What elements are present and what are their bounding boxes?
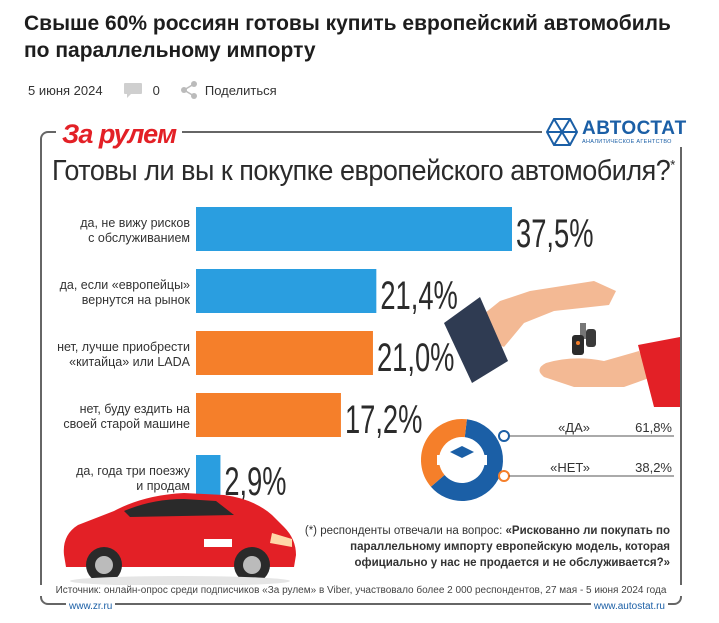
footnote-prefix: (*) респонденты отвечали на вопрос: <box>304 525 506 537</box>
value-label: 37,5% <box>516 212 594 256</box>
value-label: 21,4% <box>380 274 458 318</box>
category-label: нет, буду ездить на <box>80 402 190 416</box>
infographic-frame <box>40 131 682 605</box>
donut-chart <box>421 419 503 501</box>
value-label: 17,2% <box>345 398 423 442</box>
share-label: Поделиться <box>204 82 277 98</box>
donut-category-label: «НЕТ» <box>550 460 590 475</box>
share-button[interactable]: Поделиться <box>180 81 277 99</box>
bar <box>196 207 512 251</box>
publish-date: 5 июня 2024 <box>28 82 103 98</box>
category-label: да, не вижу рисков <box>80 216 190 230</box>
survey-question-text: Готовы ли вы к покупке европейского авто… <box>52 155 671 187</box>
donut-slice <box>430 419 503 501</box>
question-asterisk: * <box>670 156 675 173</box>
donut-slice <box>421 419 467 487</box>
category-label: своей старой машине <box>63 417 190 431</box>
category-label: нет, лучше приобрести <box>57 340 190 354</box>
avtostat-hex-icon <box>546 118 578 146</box>
article-meta: 5 июня 2024 0 Поделиться <box>28 80 277 100</box>
category-label: с обслуживанием <box>88 231 190 245</box>
article-title: Свыше 60% россиян готовы купить европейс… <box>24 12 671 62</box>
footnote-question: «Рискованно ли покупать по параллельному… <box>350 525 670 569</box>
category-label: вернутся на рынок <box>82 293 191 307</box>
category-label: «китайца» или LADA <box>69 355 191 369</box>
category-label: да, года три поезжу <box>76 464 191 478</box>
comment-icon <box>123 82 142 98</box>
footnote: (*) респонденты отвечали на вопрос: «Рис… <box>274 523 670 571</box>
share-icon <box>180 81 197 99</box>
survey-question: Готовы ли вы к покупке европейского авто… <box>52 155 675 188</box>
comments-count: 0 <box>152 82 160 98</box>
autostat-site-link[interactable]: www.autostat.ru <box>590 601 668 612</box>
avtostat-logo: АВТОСТАТ АНАЛИТИЧЕСКОЕ АГЕНТСТВО <box>542 117 693 147</box>
bar <box>196 455 221 499</box>
avtostat-subtitle: АНАЛИТИЧЕСКОЕ АГЕНТСТВО <box>582 139 672 145</box>
za-rulem-logo: За рулем <box>56 119 183 150</box>
zr-site-link[interactable]: www.zr.ru <box>66 601 116 612</box>
avtostat-name: АВТОСТАТ <box>582 118 687 139</box>
bar <box>196 393 341 437</box>
bar <box>196 331 373 375</box>
donut-value-label: 38,2% <box>635 460 672 475</box>
leader-dot <box>498 470 510 482</box>
donut-category-label: «ДА» <box>558 420 590 435</box>
value-label: 21,0% <box>377 336 455 380</box>
category-label: да, если «европейцы» <box>60 278 190 292</box>
bar <box>196 269 377 313</box>
leader-dot <box>498 430 510 442</box>
comments-link[interactable]: 0 <box>123 82 160 99</box>
donut-legend: «ДА» 61,8% «НЕТ» 38,2% <box>498 420 674 482</box>
red-sports-car-illustration <box>63 493 297 585</box>
donut-value-label: 61,8% <box>635 420 672 435</box>
infographic: За рулем АВТОСТАТ АНАЛИТИЧЕСКОЕ АГЕНТСТВ… <box>34 115 693 612</box>
handshake-car-icon <box>437 442 487 469</box>
hands-keys-illustration <box>444 281 680 407</box>
source-line: Источник: онлайн-опрос среди подписчиков… <box>38 585 684 596</box>
value-label: 2,9% <box>224 460 286 504</box>
category-label: и продам <box>136 479 190 493</box>
